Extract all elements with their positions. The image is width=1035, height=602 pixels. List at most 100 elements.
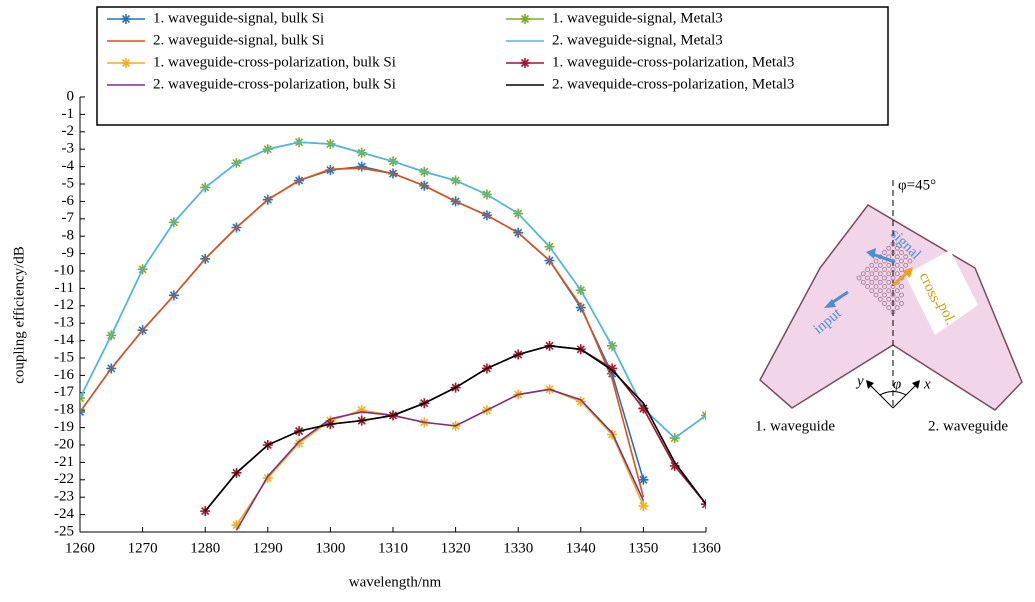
- y-tick-label: -4: [62, 158, 75, 174]
- grating-hole: [873, 258, 879, 264]
- grating-hole: [882, 275, 887, 281]
- legend: 1. waveguide-signal, bulk Si 2. waveguide…: [96, 6, 889, 126]
- arrow-head: [866, 380, 874, 389]
- y-tick-label: -5: [62, 175, 75, 191]
- grating-hole: [882, 267, 887, 272]
- grating-hole: [860, 271, 866, 277]
- x-tick-label: 1300: [315, 540, 345, 556]
- x-tick-label: 1320: [441, 540, 471, 556]
- x-tick-label: 1340: [566, 540, 596, 556]
- y-axis-arrow: [867, 382, 894, 409]
- grating-hole: [899, 258, 904, 264]
- grating-hole: [903, 254, 909, 260]
- grating-hole: [899, 250, 904, 255]
- grating-hole: [886, 305, 892, 311]
- grating-hole: [894, 254, 900, 260]
- y-tick-label: -21: [54, 454, 74, 470]
- marker: [669, 460, 680, 471]
- x-tick-label: 1280: [190, 540, 220, 556]
- grating-hole: [882, 284, 887, 289]
- grating-hole: [865, 284, 870, 289]
- y-tick-label: -19: [54, 419, 74, 435]
- legend-label: 2. wavequide-cross-polarization, Metal3: [552, 76, 794, 92]
- y-tick-label: -25: [54, 523, 74, 539]
- grating-hole: [899, 284, 904, 289]
- grating-hole: [877, 279, 883, 285]
- marker: [356, 161, 367, 172]
- y-tick-label: -13: [54, 315, 74, 331]
- legend-label: 2. waveguide-cross-polarization, bulk Si: [153, 76, 396, 92]
- legend-label: 1. waveguide-signal, Metal3: [552, 10, 723, 26]
- cross-region: [905, 250, 978, 335]
- y-tick-label: -1: [62, 106, 75, 122]
- grating-hole: [869, 271, 875, 277]
- arrow-head: [824, 299, 836, 308]
- series-line: [235, 388, 645, 526]
- grating-hole: [886, 296, 892, 302]
- y-tick-label: -24: [54, 506, 74, 522]
- grating-hole: [869, 262, 875, 268]
- y-tick-label: -10: [54, 262, 74, 278]
- series-line: [80, 167, 645, 498]
- grating-hole: [907, 258, 913, 264]
- series-group: [80, 137, 706, 531]
- diagram: φ=45° signal cross- pol. input y φ x 1. …: [755, 177, 1023, 434]
- grating-hole: [860, 279, 866, 285]
- y-axis-title: coupling efficiency/dB: [11, 246, 27, 384]
- series-line: [235, 388, 645, 531]
- grating-hole: [877, 288, 883, 294]
- grating-hole: [869, 279, 875, 285]
- legend-label: 2. waveguide-signal, Metal3: [552, 32, 723, 48]
- legend-label: 1. waveguide-cross-polarization, bulk Si: [153, 54, 396, 70]
- marker: [638, 500, 649, 511]
- legend-label: 1. waveguide-signal, bulk Si: [153, 10, 324, 26]
- x-label: x: [923, 376, 931, 392]
- y-tick-label: -20: [54, 436, 74, 452]
- marker: [638, 403, 649, 414]
- grating-hole: [886, 288, 892, 294]
- marker: [325, 165, 336, 176]
- grating-hole: [873, 284, 879, 289]
- marker: [356, 405, 367, 416]
- grating-hole: [882, 250, 887, 255]
- legend-label: 2. waveguide-signal, bulk Si: [153, 32, 324, 48]
- plot: 0 -1-2 -3-4-5 -6-7 -8-9-10 -11-12 -13-14-15 -16…: [54, 6, 889, 556]
- y-tick-label: -3: [62, 141, 75, 157]
- marker: [262, 473, 273, 484]
- grating-hole: [899, 301, 904, 306]
- marker: [607, 363, 618, 374]
- arrow-head: [912, 380, 920, 389]
- grating-hole: [865, 275, 870, 281]
- y-tick-label: -17: [54, 384, 74, 400]
- signal-arrow: [871, 252, 896, 264]
- phi-label: φ: [893, 376, 901, 392]
- marker: [575, 396, 586, 407]
- right-label: 2. waveguide: [928, 418, 1008, 434]
- grating-hole: [873, 275, 879, 281]
- grating-hole: [894, 245, 900, 251]
- angle-label: φ=45°: [898, 177, 936, 193]
- y-tick-label: -7: [62, 210, 75, 226]
- grating-hole: [873, 292, 879, 298]
- marker: [638, 474, 649, 485]
- series-line: [80, 165, 645, 481]
- x-tick-label: 1260: [65, 540, 95, 556]
- y-tick-label: -8: [62, 228, 75, 244]
- x-tick-label: 1360: [691, 540, 721, 556]
- grating-hole: [894, 296, 900, 302]
- x-tick-label: 1290: [253, 540, 283, 556]
- y-label: y: [855, 373, 864, 389]
- grating-hole: [882, 292, 887, 298]
- legend-marker: [121, 58, 131, 68]
- y-tick-label: -15: [54, 349, 74, 365]
- grating-hole: [882, 301, 887, 306]
- marker: [231, 520, 242, 531]
- grating-hole: [886, 262, 892, 268]
- grating-hole: [899, 292, 904, 298]
- grating-hole: [886, 245, 892, 251]
- grating-hole: [894, 288, 900, 294]
- y-tick-label: -6: [62, 193, 75, 209]
- left-label: 1. waveguide: [755, 418, 835, 434]
- series-line: [80, 141, 706, 440]
